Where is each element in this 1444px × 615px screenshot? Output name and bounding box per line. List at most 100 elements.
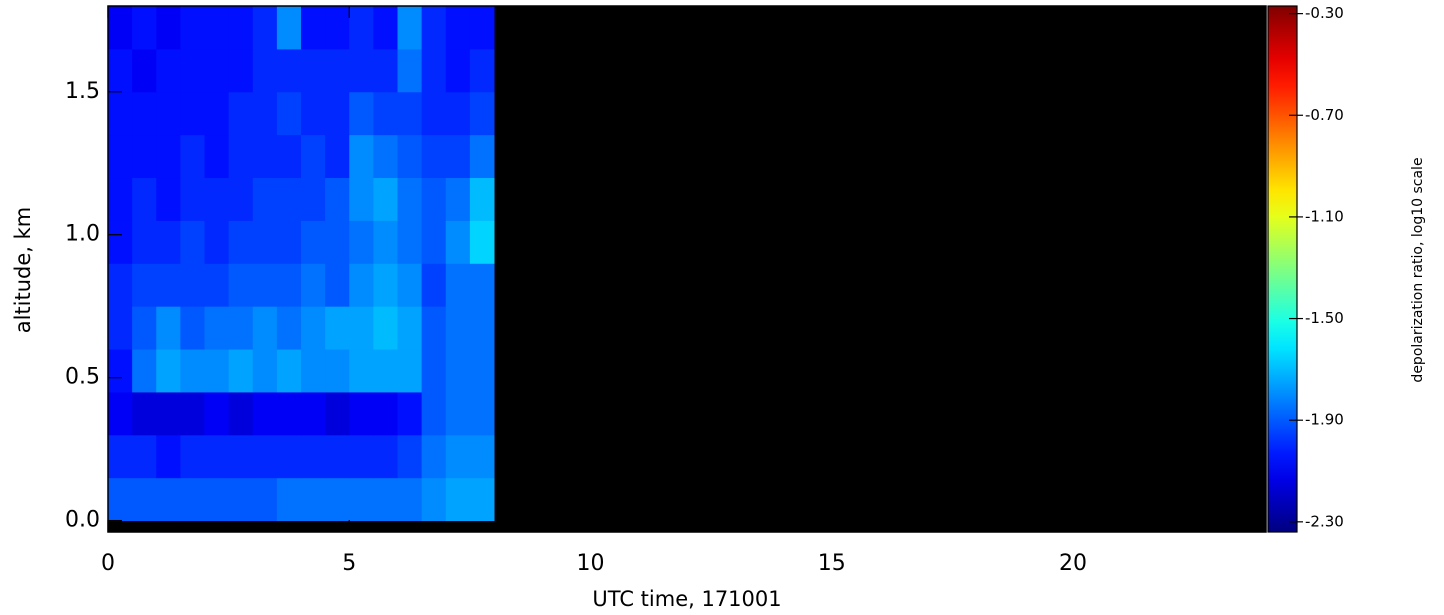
heatmap-cell [421,6,447,50]
heatmap-cell [325,6,350,50]
heatmap-cell [276,391,302,436]
heatmap-cell [349,91,374,136]
heatmap-cell [397,434,423,479]
heatmap-cell [132,134,157,179]
heatmap-cell [276,6,302,50]
heatmap-cell [204,91,230,136]
heatmap-cell [325,263,350,307]
heatmap-cell [204,434,230,479]
heatmap-cell [469,306,495,350]
heatmap-cell [132,177,157,221]
heatmap-cell [156,48,181,93]
heatmap-cell [132,263,157,307]
heatmap-cell [445,263,471,307]
heatmap-cell [156,477,181,522]
heatmap-cell [301,349,326,393]
heatmap-cell [252,391,278,436]
heatmap-cell [252,220,278,264]
x-tick-label: 15 [818,551,846,576]
heatmap-cell [204,263,230,307]
heatmap-cell [469,91,495,136]
y-tick-label: 1.0 [65,222,100,247]
heatmap-cell [180,391,205,436]
heatmap-cell [276,306,302,350]
heatmap-cell [325,220,350,264]
heatmap-cell [180,91,205,136]
heatmap-cell [252,134,278,179]
heatmap-cell [156,391,181,436]
heatmap-cell [180,48,205,93]
heatmap-cell [228,48,254,93]
heatmap-cell [228,6,254,50]
heatmap-cell [349,6,374,50]
heatmap-cell [276,477,302,522]
colorbar-tick-label: -0.70 [1305,106,1344,124]
heatmap-cell [156,91,181,136]
y-tick-label: 1.5 [65,79,100,104]
heatmap-cell [373,48,398,93]
heatmap-cell [301,48,326,93]
heatmap-cell [445,220,471,264]
heatmap-cell [349,306,374,350]
heatmap-cell [445,48,471,93]
heatmap-cell [445,306,471,350]
heatmap-cell [276,263,302,307]
heatmap-cell [108,349,133,393]
heatmap-cell [276,434,302,479]
heatmap-cell [325,434,350,479]
heatmap-cell [180,434,205,479]
y-axis-label: altitude, km [11,207,35,334]
x-axis-label: UTC time, 171001 [592,587,781,611]
heatmap-cell [156,434,181,479]
heatmap-cell [397,91,423,136]
heatmap-cell [325,134,350,179]
y-tick-label: 0.5 [65,365,100,390]
heatmap-cell [421,220,447,264]
heatmap-cell [469,434,495,479]
heatmap-cell [445,91,471,136]
heatmap-cell [180,263,205,307]
heatmap-cell [349,477,374,522]
heatmap-cell [373,263,398,307]
heatmap-cell [301,220,326,264]
heatmap-cell [180,306,205,350]
heatmap-cell [204,48,230,93]
heatmap-cell [373,177,398,221]
heatmap-cell [397,349,423,393]
heatmap-cell [373,220,398,264]
heatmap-cell [180,349,205,393]
heatmap-cell [373,134,398,179]
heatmap-cell [349,391,374,436]
colorbar-tick-label: -1.10 [1305,207,1344,225]
heatmap-cell [108,477,133,522]
heatmap-cell [469,177,495,221]
heatmap-cell [469,349,495,393]
heatmap-cell [349,220,374,264]
heatmap-cell [204,349,230,393]
heatmap-cell [397,48,423,93]
heatmap-cell [397,306,423,350]
heatmap-cell [421,91,447,136]
heatmap-cell [180,177,205,221]
heatmap-cell [156,349,181,393]
heatmap-cell [108,220,133,264]
heatmap-cell [397,134,423,179]
heatmap-cell [421,306,447,350]
heatmap-cell [204,6,230,50]
heatmap-cell [228,177,254,221]
x-tick-label: 10 [577,551,605,576]
heatmap-cell [421,48,447,93]
heatmap-cell [156,177,181,221]
heatmap-cell [349,434,374,479]
heatmap-cell [132,6,157,50]
heatmap-cell [132,391,157,436]
heatmap-cell [421,434,447,479]
heatmap-cell [204,134,230,179]
heatmap-cell [180,6,205,50]
heatmap-cell [325,391,350,436]
heatmap-cell [325,349,350,393]
x-tick-label: 5 [342,551,356,576]
heatmap-cell [180,220,205,264]
heatmap-cell [421,263,447,307]
heatmap-cell [252,177,278,221]
